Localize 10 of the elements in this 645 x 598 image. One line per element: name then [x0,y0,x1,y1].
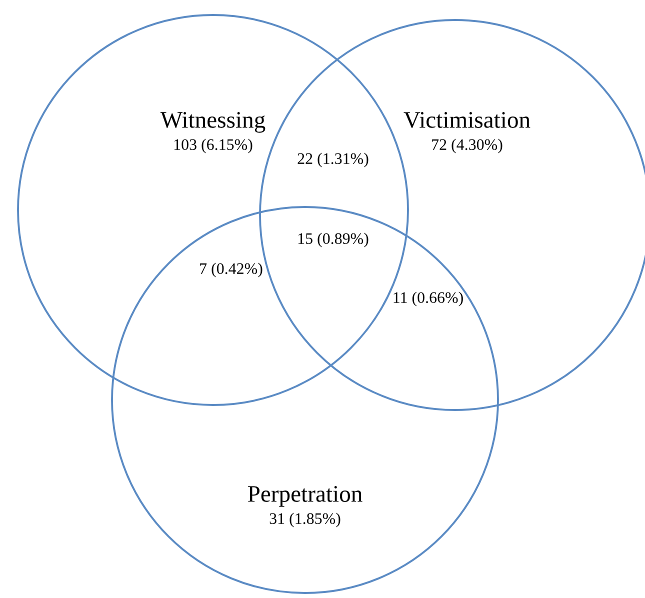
text: 15 (0.89%) [298,232,368,248]
category-label: Victimisation [404,112,530,128]
text: 7 (0.42%) [200,262,262,278]
category-label: Witnessing [160,112,266,133]
text: 22 (1.31%) [298,152,368,168]
data-label: 103 (6.15%) [174,138,252,154]
text: 11 (0.66%) [394,292,463,306]
data-label: 72 (4.30%) [432,138,502,154]
category-label: Perpetration [248,486,362,507]
data-label: 31 (1.85%) [270,512,340,528]
